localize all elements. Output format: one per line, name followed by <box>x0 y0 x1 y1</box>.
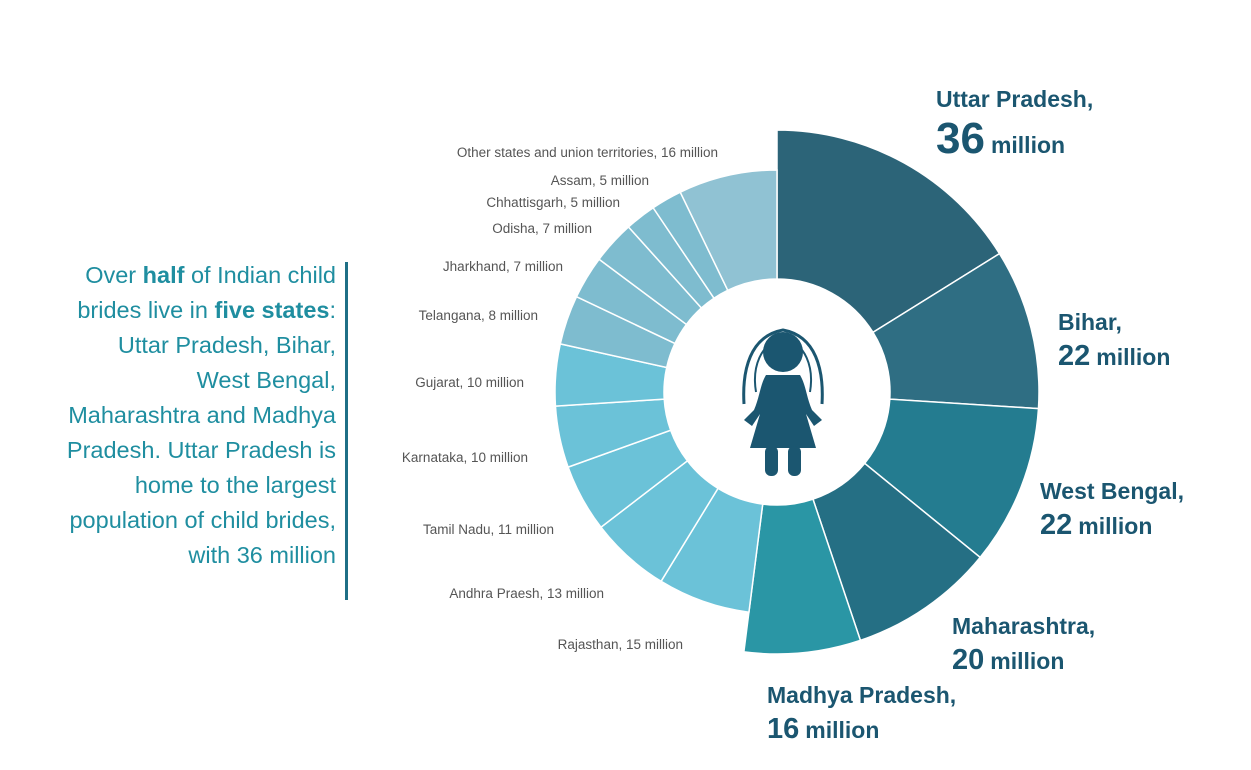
callout-accent-bar <box>345 262 348 600</box>
label-value-maharashtra: 20 million <box>952 644 1064 676</box>
callout-text: Over half of Indian child brides live in… <box>60 258 336 573</box>
callout-part-1: Over <box>85 262 143 288</box>
label-name-madhya-pradesh: Madhya Pradesh, <box>767 682 956 708</box>
callout-part-2: of Indian child brides live in <box>77 262 336 323</box>
donut-slices <box>554 129 1040 655</box>
slice-other-states-and-union-territories <box>679 169 778 292</box>
label-name-uttar-pradesh: Uttar Pradesh, <box>936 86 1093 112</box>
label-chhattisgarh: Chhattisgarh, 5 million <box>486 195 620 210</box>
label-rajasthan: Rajasthan, 15 million <box>558 637 683 652</box>
label-tamil-nadu: Tamil Nadu, 11 million <box>423 522 554 537</box>
label-telangana: Telangana, 8 million <box>419 308 538 323</box>
girl-bride-icon <box>742 328 824 476</box>
label-assam: Assam, 5 million <box>551 173 649 188</box>
donut-labels: Uttar Pradesh,36 million Bihar, 22 million We… <box>402 86 1184 745</box>
label-value-uttar-pradesh: 36 million <box>936 114 1065 163</box>
label-gujarat: Gujarat, 10 million <box>415 375 524 390</box>
slice-west-bengal <box>863 398 1040 559</box>
slice-uttar-pradesh <box>776 129 1001 334</box>
label-jharkhand: Jharkhand, 7 million <box>443 259 563 274</box>
label-other-states-and-union-territories: Other states and union territories, 16 m… <box>457 145 718 160</box>
callout-bold-five-states: five states <box>214 297 330 323</box>
label-value-madhya-pradesh: 16 million <box>767 713 879 745</box>
callout-part-3: : Uttar Pradesh, Bihar, West Bengal, Mah… <box>66 297 336 568</box>
callout-bold-half: half <box>142 262 185 288</box>
slice-bihar <box>871 252 1040 410</box>
label-odisha: Odisha, 7 million <box>492 221 592 236</box>
label-value-bihar: 22 million <box>1058 340 1170 372</box>
label-karnataka: Karnataka, 10 million <box>402 450 528 465</box>
label-andhra-praesh: Andhra Praesh, 13 million <box>449 586 604 601</box>
slice-madhya-pradesh <box>743 498 862 655</box>
label-value-west-bengal: 22 million <box>1040 509 1152 541</box>
label-name-maharashtra: Maharashtra, <box>952 613 1095 639</box>
label-name-bihar: Bihar, <box>1058 309 1122 335</box>
label-name-west-bengal: West Bengal, <box>1040 478 1184 504</box>
